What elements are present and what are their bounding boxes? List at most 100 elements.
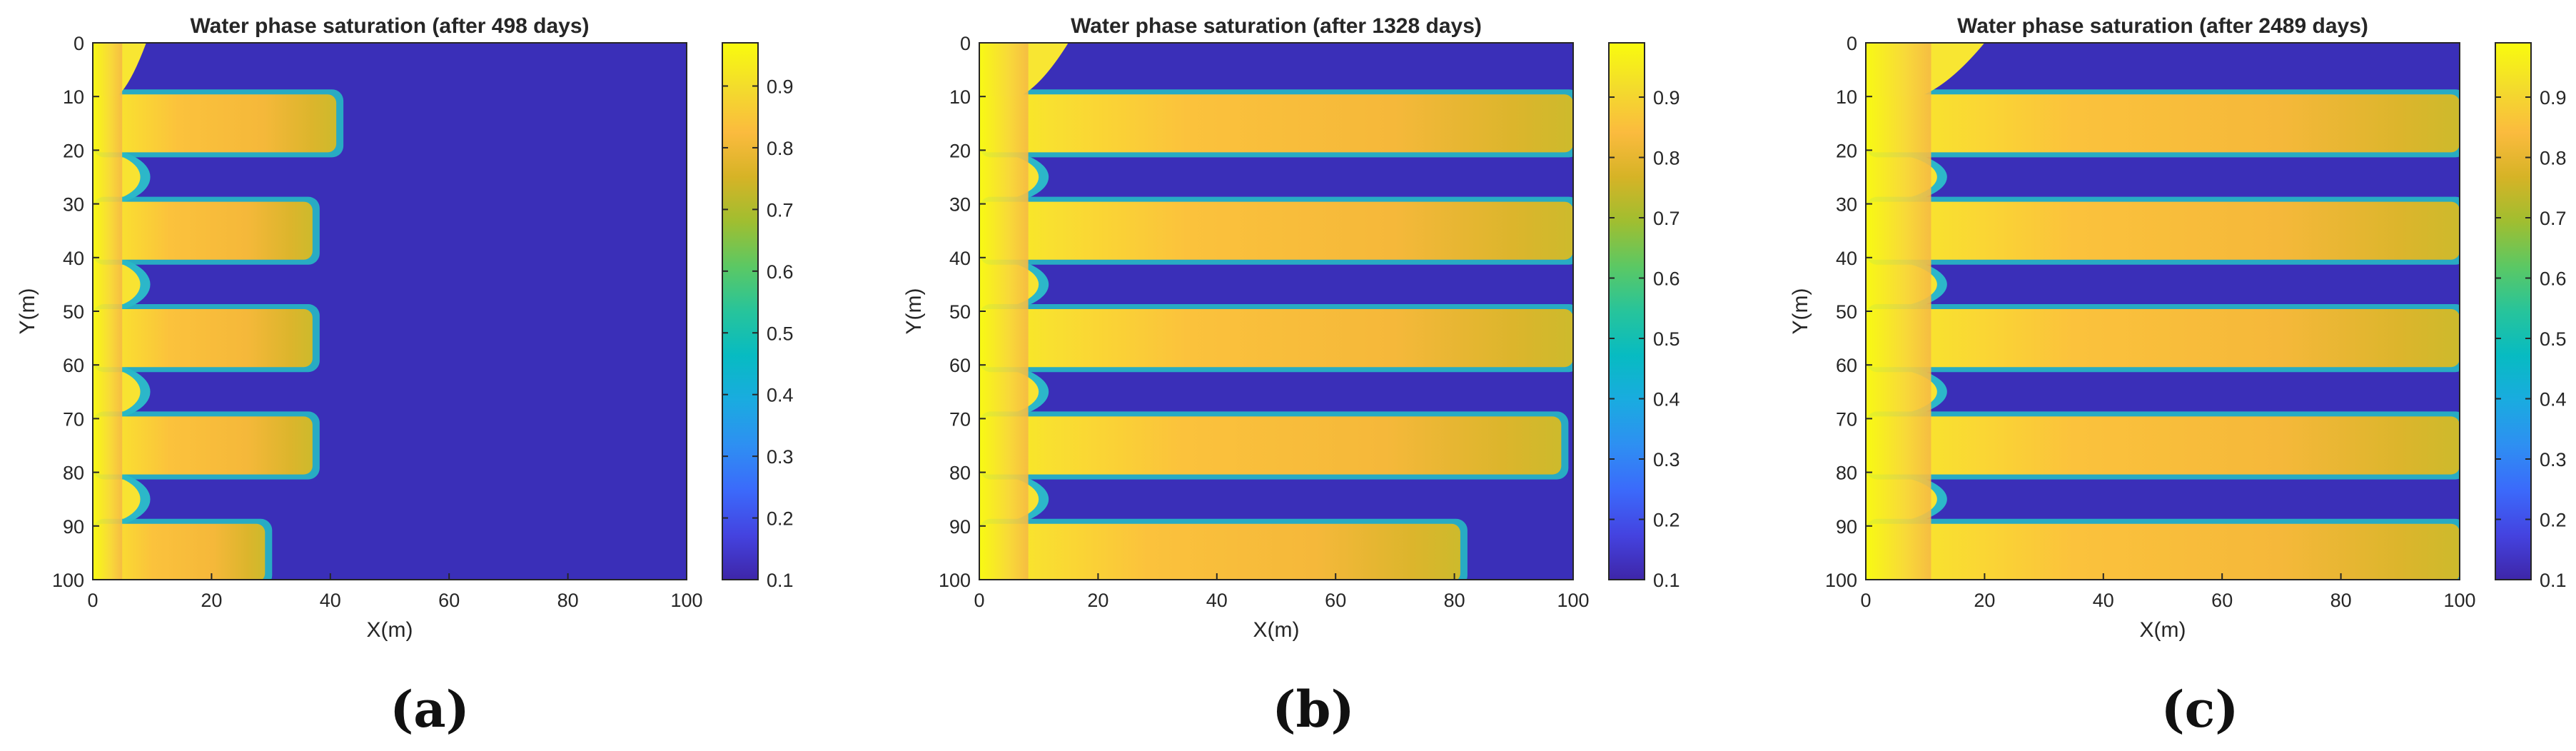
y-tick-label: 60 xyxy=(949,355,971,376)
x-tick-label: 40 xyxy=(1206,590,1228,611)
y-tick-label: 90 xyxy=(1836,516,1857,538)
colorbar-tick-label: 0.4 xyxy=(1653,389,1680,410)
colorbar-tick-label: 0.2 xyxy=(2540,510,2567,531)
fracture-4 xyxy=(1866,416,2460,475)
colorbar-tick-label: 0.4 xyxy=(2540,389,2567,410)
fracture-3 xyxy=(1866,309,2460,368)
colorbar-tick-label: 0.5 xyxy=(1653,328,1680,350)
fracture-4 xyxy=(979,416,1562,475)
chart-title: Water phase saturation (after 2489 days) xyxy=(1957,14,2368,38)
y-tick-label: 50 xyxy=(1836,301,1857,323)
colorbar-tick-label: 0.7 xyxy=(2540,208,2567,229)
colorbar-tick-label: 0.2 xyxy=(1653,510,1680,531)
x-tick-label: 60 xyxy=(2211,590,2233,611)
x-tick-label: 80 xyxy=(2330,590,2352,611)
x-tick-label: 100 xyxy=(2443,590,2475,611)
y-tick-label: 10 xyxy=(949,86,971,108)
fracture-5 xyxy=(93,523,266,580)
fracture-2 xyxy=(979,201,1573,260)
colorbar xyxy=(722,43,758,580)
panel-caption: (c) xyxy=(2161,680,2239,739)
x-tick-label: 20 xyxy=(1974,590,1995,611)
y-tick-label: 80 xyxy=(949,463,971,484)
y-tick-label: 40 xyxy=(1836,248,1857,269)
y-axis-label: Y(m) xyxy=(902,288,926,335)
y-tick-label: 60 xyxy=(1836,355,1857,376)
y-tick-label: 90 xyxy=(949,516,971,538)
x-tick-label: 60 xyxy=(1325,590,1346,611)
colorbar-tick-label: 0.3 xyxy=(1653,449,1680,470)
y-tick-label: 70 xyxy=(63,408,84,430)
chart-panel-a: 0 20 40 60 80 1000102030405060708090100Water … xyxy=(16,14,794,739)
x-axis-label: X(m) xyxy=(367,618,413,642)
colorbar-tick-label: 0.1 xyxy=(767,570,794,591)
colorbar-tick-label: 0.5 xyxy=(2540,328,2567,350)
colorbar-tick-label: 0.9 xyxy=(1653,87,1680,109)
colorbar-tick-label: 0.9 xyxy=(2540,87,2567,109)
chart-panel-c: 0 20 40 60 80 1000102030405060708090100Water … xyxy=(1789,14,2567,739)
x-tick-label: 0 xyxy=(974,590,984,611)
fracture-3 xyxy=(979,309,1573,368)
y-tick-label: 50 xyxy=(949,301,971,323)
y-tick-label: 0 xyxy=(960,33,971,54)
y-tick-label: 100 xyxy=(939,570,971,591)
colorbar-tick-label: 0.1 xyxy=(2540,570,2567,591)
colorbar-tick-label: 0.6 xyxy=(767,261,794,283)
colorbar-tick-label: 0.3 xyxy=(2540,449,2567,470)
x-tick-label: 80 xyxy=(557,590,579,611)
y-tick-label: 0 xyxy=(1847,33,1857,54)
y-tick-label: 20 xyxy=(63,140,84,161)
y-tick-label: 30 xyxy=(63,194,84,216)
colorbar-tick-label: 0.7 xyxy=(1653,208,1680,229)
colorbar-tick-label: 0.7 xyxy=(767,199,794,221)
y-tick-label: 80 xyxy=(63,463,84,484)
colorbar-tick-label: 0.8 xyxy=(2540,148,2567,169)
y-tick-label: 70 xyxy=(1836,408,1857,430)
injector-column xyxy=(979,43,1029,580)
y-tick-label: 20 xyxy=(949,140,971,161)
colorbar-tick-label: 0.3 xyxy=(767,446,794,468)
fracture-5 xyxy=(979,523,1460,580)
fracture-3 xyxy=(93,309,313,368)
y-tick-label: 0 xyxy=(74,33,84,54)
y-tick-label: 30 xyxy=(949,194,971,216)
fracture-5 xyxy=(1866,523,2460,580)
chart-panel-b: 0 20 40 60 80 1000102030405060708090100Water … xyxy=(902,14,1680,739)
x-tick-label: 40 xyxy=(2093,590,2114,611)
colorbar xyxy=(2495,43,2531,580)
x-tick-label: 100 xyxy=(1557,590,1589,611)
x-tick-label: 80 xyxy=(1444,590,1465,611)
panel-caption: (b) xyxy=(1272,680,1354,739)
colorbar-tick-label: 0.8 xyxy=(767,138,794,159)
y-axis-label: Y(m) xyxy=(1789,288,1812,335)
y-tick-label: 10 xyxy=(1836,86,1857,108)
heatmap-plot-area xyxy=(1866,43,2460,580)
y-tick-label: 10 xyxy=(63,86,84,108)
y-tick-label: 50 xyxy=(63,301,84,323)
fracture-1 xyxy=(1866,94,2460,153)
colorbar-frame xyxy=(722,42,759,580)
chart-title: Water phase saturation (after 498 days) xyxy=(190,14,589,38)
heatmap-plot-area xyxy=(979,43,1573,580)
y-tick-label: 40 xyxy=(949,248,971,269)
injector-column xyxy=(1866,43,1931,580)
x-tick-label: 60 xyxy=(438,590,460,611)
fracture-1 xyxy=(93,94,337,153)
fracture-2 xyxy=(93,201,313,260)
y-tick-label: 90 xyxy=(63,516,84,538)
y-tick-label: 100 xyxy=(52,570,84,591)
y-tick-label: 20 xyxy=(1836,140,1857,161)
x-tick-label: 0 xyxy=(87,590,98,611)
x-axis-label: X(m) xyxy=(1253,618,1300,642)
colorbar-tick-label: 0.4 xyxy=(767,385,794,406)
colorbar-frame xyxy=(2495,42,2532,580)
colorbar-tick-label: 0.2 xyxy=(767,508,794,530)
colorbar-frame xyxy=(1608,42,1645,580)
y-tick-label: 100 xyxy=(1825,570,1857,591)
x-axis-label: X(m) xyxy=(2140,618,2186,642)
y-tick-label: 70 xyxy=(949,408,971,430)
x-tick-label: 40 xyxy=(320,590,341,611)
colorbar-tick-label: 0.5 xyxy=(767,323,794,344)
fracture-2 xyxy=(1866,201,2460,260)
y-tick-label: 30 xyxy=(1836,194,1857,216)
